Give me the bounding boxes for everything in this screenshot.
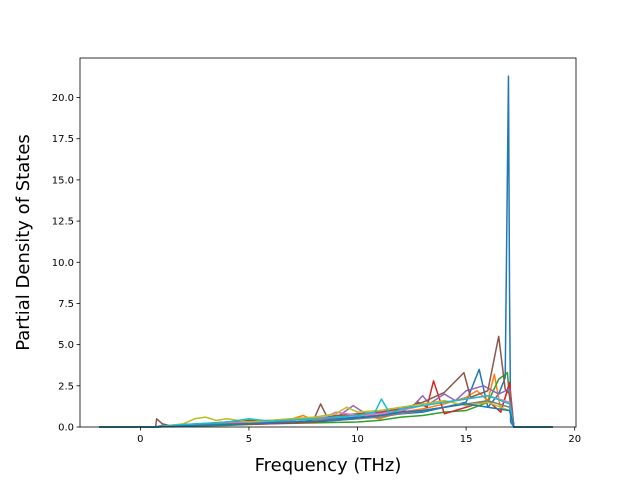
y-axis-label: Partial Density of States <box>13 134 34 351</box>
y-tick-label: 20.0 <box>52 93 74 104</box>
x-tick-label: 10 <box>351 434 364 445</box>
y-tick-label: 10.0 <box>52 258 74 269</box>
x-axis-label: Frequency (THz) <box>255 455 402 476</box>
y-tick-label: 17.5 <box>52 134 74 145</box>
x-tick-label: 20 <box>568 434 581 445</box>
x-axis: 0 5 10 15 20 <box>137 427 581 445</box>
y-axis: 0.0 2.5 5.0 7.5 10.0 12.5 15.0 17.5 20.0 <box>52 93 80 434</box>
pdos-series-11 <box>99 403 553 428</box>
pdos-series-8 <box>99 399 553 428</box>
x-tick-label: 15 <box>460 434 473 445</box>
y-tick-label: 12.5 <box>52 217 74 228</box>
y-tick-label: 7.5 <box>58 299 74 310</box>
x-tick-label: 5 <box>246 434 252 445</box>
plot-frame <box>79 57 577 428</box>
y-tick-label: 5.0 <box>58 340 74 351</box>
y-tick-label: 0.0 <box>58 423 74 434</box>
x-tick-label: 0 <box>137 434 143 445</box>
y-tick-label: 2.5 <box>58 381 74 392</box>
series-layer <box>99 75 553 428</box>
y-tick-label: 15.0 <box>52 175 74 186</box>
pdos-series-10 <box>99 394 553 428</box>
